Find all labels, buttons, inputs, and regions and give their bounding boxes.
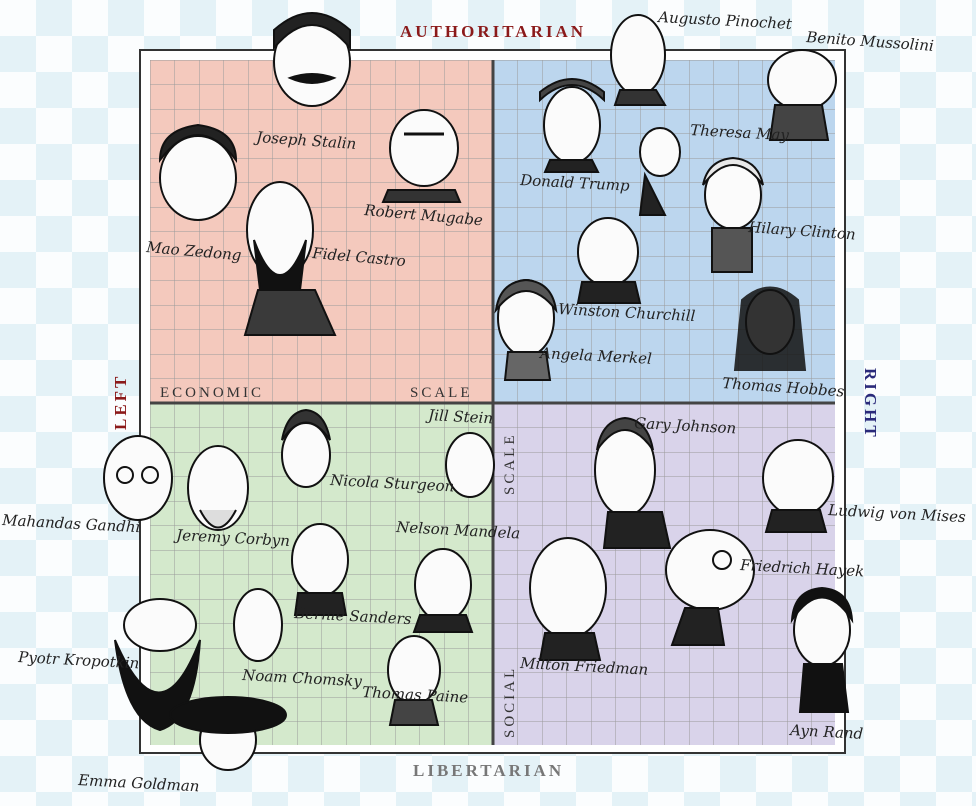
sturgeon-portrait <box>281 422 331 488</box>
mugabe-portrait <box>389 109 459 187</box>
name-rand: Ayn Rand <box>788 721 864 743</box>
name-stein: Jill Stein <box>425 406 494 428</box>
sanders-portrait <box>291 523 349 597</box>
mandela-portrait <box>414 548 472 622</box>
libertarian-axis-label: LIBERTARIAN <box>413 761 565 780</box>
stein-portrait <box>445 432 495 498</box>
name-may: Theresa May <box>690 121 790 144</box>
name-pinochet: Augusto Pinochet <box>656 8 794 33</box>
may-portrait <box>639 127 681 177</box>
name-merkel: Angela Merkel <box>538 344 653 368</box>
churchill-portrait <box>577 217 639 287</box>
trump-portrait <box>543 86 601 164</box>
name-paine: Thomas Paine <box>362 683 469 707</box>
social-scale-label-top: SCALE <box>502 432 518 495</box>
mises-portrait <box>762 439 834 517</box>
name-goldman: Emma Goldman <box>77 771 200 795</box>
corbyn-portrait <box>187 445 249 531</box>
right-axis-label: RIGHT <box>861 368 880 440</box>
name-mises: Ludwig von Mises <box>827 501 967 526</box>
chomsky-portrait <box>233 588 283 662</box>
gandhi-portrait <box>103 435 173 521</box>
social-scale-label-bottom: SOCIAL <box>502 666 518 738</box>
mussolini-portrait <box>767 49 837 111</box>
authoritarian-axis-label: AUTHORITARIAN <box>400 22 587 41</box>
economic-scale-label: ECONOMIC <box>160 385 264 401</box>
name-trump: Donald Trump <box>519 171 631 195</box>
name-johnson: Gary Johnson <box>634 414 737 437</box>
friedman-portrait <box>529 537 607 639</box>
economic-scale-label-2: SCALE <box>410 385 473 401</box>
pinochet-portrait <box>610 14 666 96</box>
portraits <box>103 12 854 771</box>
kropotkin-portrait <box>123 598 197 652</box>
